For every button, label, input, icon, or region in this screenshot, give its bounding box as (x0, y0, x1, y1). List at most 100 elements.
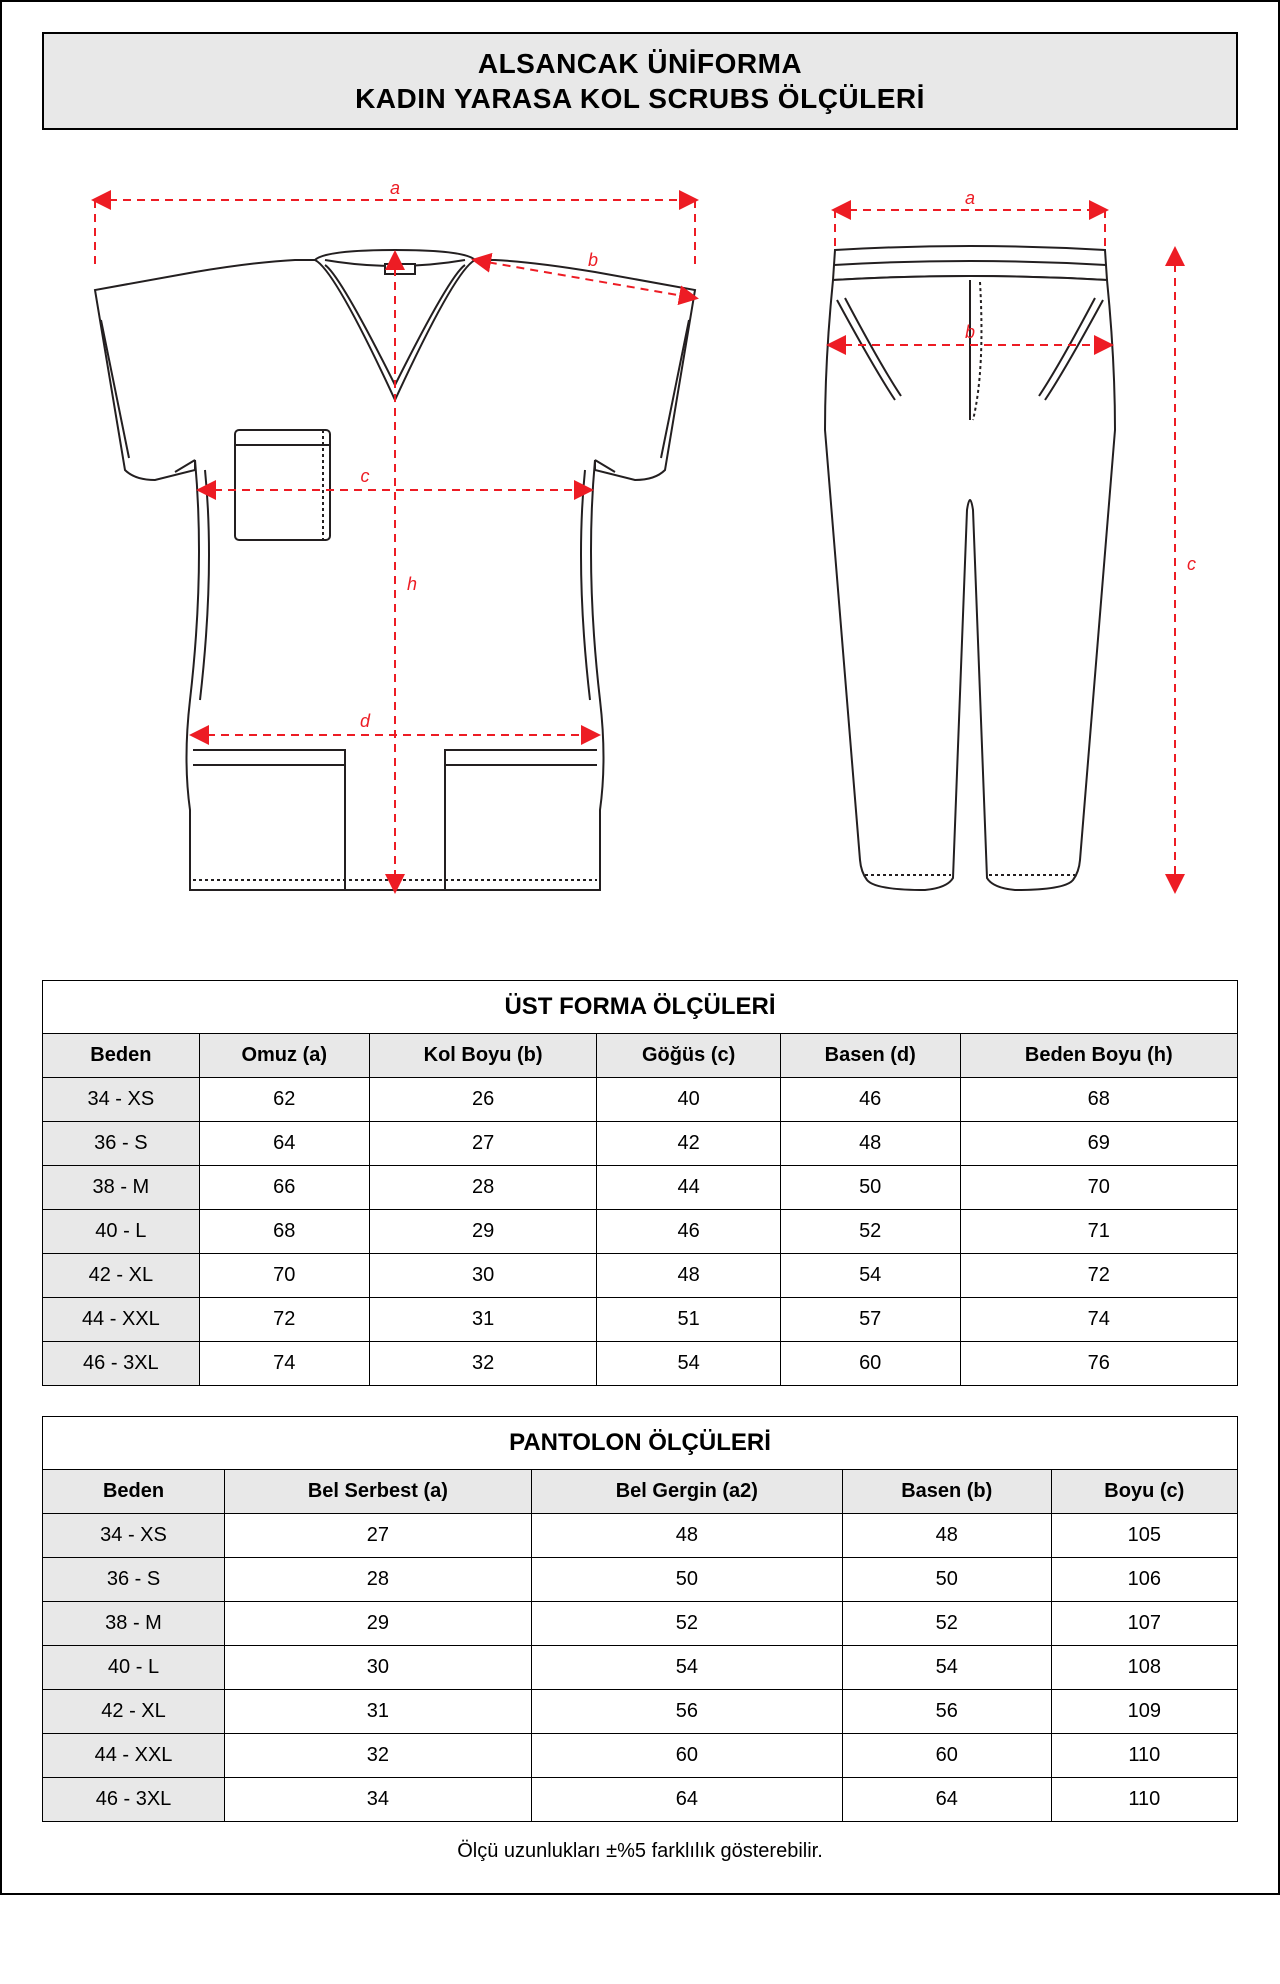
dim-label-pc: c (1187, 554, 1196, 574)
title-line-2: KADIN YARASA KOL SCRUBS ÖLÇÜLERİ (52, 81, 1228, 116)
table-cell: 52 (842, 1602, 1051, 1646)
page: ALSANCAK ÜNİFORMA KADIN YARASA KOL SCRUB… (0, 0, 1280, 1895)
table-cell: 44 - XXL (43, 1734, 225, 1778)
table-cell: 44 (597, 1166, 781, 1210)
pants-outline (825, 246, 1115, 890)
table-header: Göğüs (c) (597, 1034, 781, 1078)
table-header: Omuz (a) (199, 1034, 369, 1078)
table-row: 34 - XS274848105 (43, 1514, 1238, 1558)
table-cell: 64 (531, 1778, 842, 1822)
pants-diagram: a c (775, 170, 1215, 930)
table-row: 36 - S6427424869 (43, 1122, 1238, 1166)
table-cell: 40 (597, 1078, 781, 1122)
table-cell: 38 - M (43, 1166, 200, 1210)
table-cell: 29 (225, 1602, 532, 1646)
table-cell: 105 (1051, 1514, 1237, 1558)
table-cell: 70 (199, 1254, 369, 1298)
table-cell: 50 (780, 1166, 960, 1210)
table-cell: 27 (369, 1122, 597, 1166)
table-cell: 76 (960, 1342, 1237, 1386)
table-cell: 42 - XL (43, 1690, 225, 1734)
dim-label-b: b (588, 250, 598, 270)
pants-table: BedenBel Serbest (a)Bel Gergin (a2)Basen… (42, 1469, 1238, 1822)
table-cell: 34 - XS (43, 1078, 200, 1122)
table-cell: 28 (369, 1166, 597, 1210)
table-cell: 46 (597, 1210, 781, 1254)
dim-label-pa: a (965, 188, 975, 208)
table-cell: 56 (842, 1690, 1051, 1734)
table-cell: 31 (369, 1298, 597, 1342)
table-cell: 52 (780, 1210, 960, 1254)
table-row: 44 - XXL7231515774 (43, 1298, 1238, 1342)
table-cell: 74 (960, 1298, 1237, 1342)
table-cell: 32 (225, 1734, 532, 1778)
table-cell: 70 (960, 1166, 1237, 1210)
table-row: 46 - 3XL346464110 (43, 1778, 1238, 1822)
table-cell: 72 (199, 1298, 369, 1342)
table-row: 42 - XL7030485472 (43, 1254, 1238, 1298)
table-cell: 57 (780, 1298, 960, 1342)
table-cell: 28 (225, 1558, 532, 1602)
table-header: Kol Boyu (b) (369, 1034, 597, 1078)
table-cell: 27 (225, 1514, 532, 1558)
table-cell: 29 (369, 1210, 597, 1254)
table-cell: 66 (199, 1166, 369, 1210)
table-cell: 36 - S (43, 1122, 200, 1166)
table-cell: 69 (960, 1122, 1237, 1166)
table-row: 38 - M6628445070 (43, 1166, 1238, 1210)
table-header: Basen (b) (842, 1470, 1051, 1514)
table-cell: 54 (780, 1254, 960, 1298)
table-cell: 74 (199, 1342, 369, 1386)
table-cell: 38 - M (43, 1602, 225, 1646)
table-cell: 50 (842, 1558, 1051, 1602)
table-cell: 72 (960, 1254, 1237, 1298)
table-cell: 40 - L (43, 1210, 200, 1254)
dim-label-h: h (407, 574, 417, 594)
pants-table-title: PANTOLON ÖLÇÜLERİ (42, 1416, 1238, 1469)
diagrams-row: a (42, 170, 1238, 930)
table-row: 38 - M295252107 (43, 1602, 1238, 1646)
dim-label-pb: b (965, 322, 975, 342)
table-cell: 40 - L (43, 1646, 225, 1690)
top-table-title: ÜST FORMA ÖLÇÜLERİ (42, 980, 1238, 1033)
table-cell: 42 (597, 1122, 781, 1166)
shirt-diagram: a (65, 170, 725, 930)
table-header: Beden (43, 1470, 225, 1514)
table-cell: 64 (842, 1778, 1051, 1822)
table-cell: 54 (597, 1342, 781, 1386)
table-header: Beden (43, 1034, 200, 1078)
dim-label-d: d (360, 711, 371, 731)
table-cell: 26 (369, 1078, 597, 1122)
table-cell: 110 (1051, 1734, 1237, 1778)
table-cell: 51 (597, 1298, 781, 1342)
table-cell: 36 - S (43, 1558, 225, 1602)
table-row: 34 - XS6226404668 (43, 1078, 1238, 1122)
table-header: Bel Gergin (a2) (531, 1470, 842, 1514)
table-cell: 48 (531, 1514, 842, 1558)
table-cell: 30 (369, 1254, 597, 1298)
table-row: 44 - XXL326060110 (43, 1734, 1238, 1778)
table-cell: 34 - XS (43, 1514, 225, 1558)
table-cell: 52 (531, 1602, 842, 1646)
table-row: 46 - 3XL7432546076 (43, 1342, 1238, 1386)
table-cell: 64 (199, 1122, 369, 1166)
table-cell: 50 (531, 1558, 842, 1602)
table-cell: 46 - 3XL (43, 1778, 225, 1822)
table-cell: 71 (960, 1210, 1237, 1254)
table-row: 36 - S285050106 (43, 1558, 1238, 1602)
footnote: Ölçü uzunlukları ±%5 farklılık gösterebi… (42, 1840, 1238, 1873)
table-header: Boyu (c) (1051, 1470, 1237, 1514)
table-cell: 60 (780, 1342, 960, 1386)
table-cell: 109 (1051, 1690, 1237, 1734)
table-cell: 68 (199, 1210, 369, 1254)
table-cell: 106 (1051, 1558, 1237, 1602)
table-cell: 56 (531, 1690, 842, 1734)
table-cell: 34 (225, 1778, 532, 1822)
table-cell: 44 - XXL (43, 1298, 200, 1342)
table-cell: 62 (199, 1078, 369, 1122)
table-cell: 46 (780, 1078, 960, 1122)
table-header: Basen (d) (780, 1034, 960, 1078)
table-cell: 48 (597, 1254, 781, 1298)
title-line-1: ALSANCAK ÜNİFORMA (52, 46, 1228, 81)
table-cell: 30 (225, 1646, 532, 1690)
